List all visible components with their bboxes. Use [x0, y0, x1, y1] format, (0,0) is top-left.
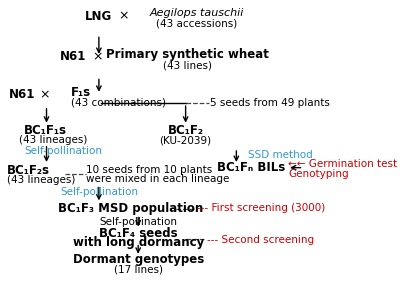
Text: LNG: LNG — [85, 10, 112, 23]
Text: BC₁F₂: BC₁F₂ — [168, 124, 204, 137]
Text: (43 lineages): (43 lineages) — [6, 175, 75, 185]
Text: Self-pollination: Self-pollination — [24, 146, 102, 156]
Text: BC₁F₄ seeds: BC₁F₄ seeds — [99, 227, 178, 240]
Text: (17 lines): (17 lines) — [114, 264, 163, 274]
Text: with long dormancy: with long dormancy — [72, 235, 204, 248]
Text: BC₁F₂s: BC₁F₂s — [6, 164, 50, 177]
Text: F₁s: F₁s — [71, 86, 91, 99]
Text: Aegilops tauschii: Aegilops tauschii — [150, 8, 244, 18]
Text: ×: × — [92, 50, 102, 63]
Text: BC₁Fₙ BILs: BC₁Fₙ BILs — [217, 161, 285, 174]
Text: (43 accessions): (43 accessions) — [156, 19, 238, 29]
Text: BC₁F₃ MSD population: BC₁F₃ MSD population — [58, 202, 203, 215]
Text: Genotyping: Genotyping — [288, 169, 349, 179]
Text: --- Second screening: --- Second screening — [207, 235, 314, 245]
Text: --- First screening (3000): --- First screening (3000) — [197, 203, 325, 213]
Text: ←← Germination test: ←← Germination test — [288, 159, 397, 169]
Text: Primary synthetic wheat: Primary synthetic wheat — [106, 48, 269, 61]
Text: BC₁F₁s: BC₁F₁s — [24, 124, 67, 137]
Text: (KU-2039): (KU-2039) — [160, 135, 212, 145]
Text: N61: N61 — [60, 50, 86, 63]
Text: SSD method: SSD method — [248, 150, 313, 160]
Text: (43 lineages): (43 lineages) — [19, 135, 87, 146]
Text: ×: × — [118, 10, 129, 23]
Text: 10 seeds from 10 plants: 10 seeds from 10 plants — [86, 165, 213, 175]
Text: were mixed in each lineage: were mixed in each lineage — [86, 175, 230, 184]
Text: ×: × — [40, 88, 50, 101]
Text: (43 combinations): (43 combinations) — [71, 97, 166, 107]
Text: 5 seeds from 49 plants: 5 seeds from 49 plants — [210, 98, 330, 108]
Text: N61: N61 — [9, 88, 35, 101]
Text: Self-pollination: Self-pollination — [99, 217, 177, 227]
Text: Self-pollination: Self-pollination — [60, 186, 138, 197]
Text: Dormant genotypes: Dormant genotypes — [72, 254, 204, 266]
Text: (43 lines): (43 lines) — [163, 60, 212, 70]
